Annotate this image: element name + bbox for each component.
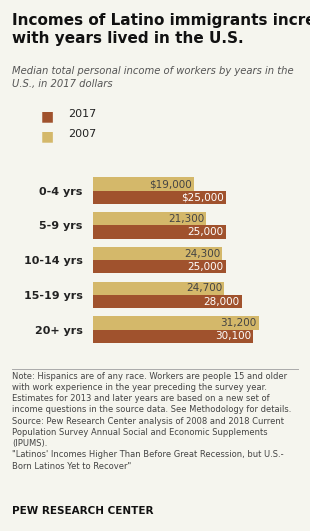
Text: $19,000: $19,000 <box>149 179 192 189</box>
Text: ■: ■ <box>40 109 53 123</box>
Bar <box>93 316 259 330</box>
Text: 30,100: 30,100 <box>215 331 251 341</box>
Bar <box>93 212 206 226</box>
Text: 25,000: 25,000 <box>188 227 224 237</box>
Text: Incomes of Latino immigrants increase
with years lived in the U.S.: Incomes of Latino immigrants increase wi… <box>12 13 310 46</box>
Bar <box>93 260 226 273</box>
Text: 24,300: 24,300 <box>184 249 220 259</box>
Text: ■: ■ <box>40 129 53 143</box>
Text: $25,000: $25,000 <box>181 192 224 202</box>
Text: 25,000: 25,000 <box>188 262 224 272</box>
Bar <box>93 295 242 308</box>
Bar <box>93 247 222 260</box>
Bar <box>93 191 226 204</box>
Text: PEW RESEARCH CENTER: PEW RESEARCH CENTER <box>12 506 154 516</box>
Bar <box>93 177 194 191</box>
Text: 2017: 2017 <box>68 109 96 119</box>
Bar <box>93 226 226 238</box>
Bar <box>93 330 253 343</box>
Text: 21,300: 21,300 <box>168 214 204 224</box>
Text: 28,000: 28,000 <box>204 296 240 306</box>
Text: Note: Hispanics are of any race. Workers are people 15 and older
with work exper: Note: Hispanics are of any race. Workers… <box>12 372 292 470</box>
Text: Median total personal income of workers by years in the
U.S., in 2017 dollars: Median total personal income of workers … <box>12 66 294 89</box>
Text: 24,700: 24,700 <box>186 284 222 293</box>
Text: 31,200: 31,200 <box>220 318 257 328</box>
Bar <box>93 282 224 295</box>
Text: 2007: 2007 <box>68 129 96 139</box>
